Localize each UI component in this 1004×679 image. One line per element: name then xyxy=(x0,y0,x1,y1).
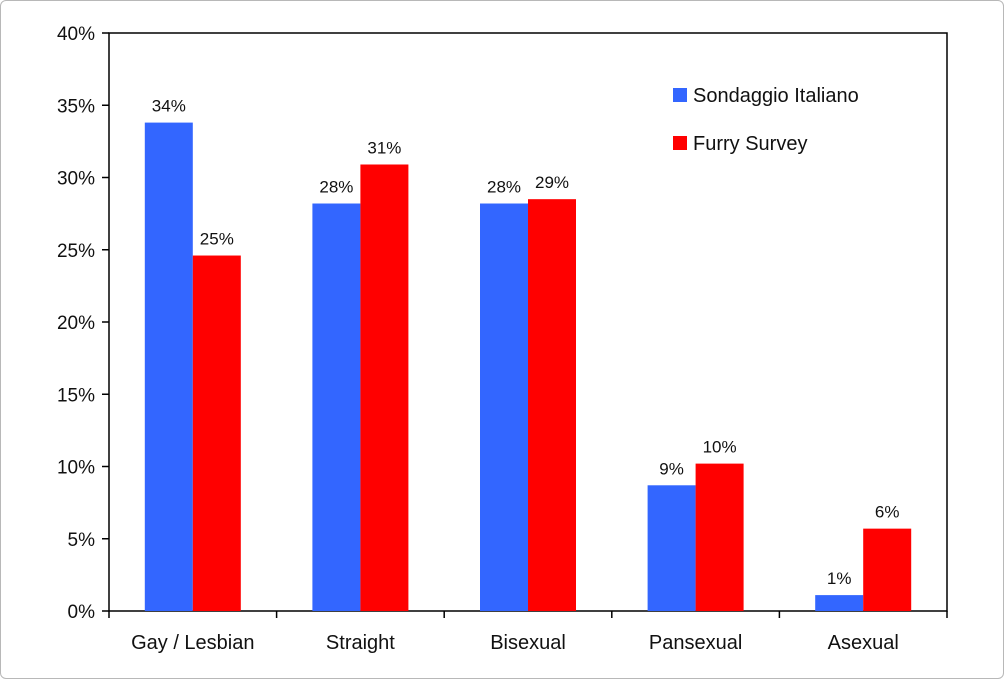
y-tick-label: 35% xyxy=(57,96,95,117)
data-label: 34% xyxy=(152,97,186,116)
x-axis: Gay / Lesbian Straight Bisexual Pansexual As… xyxy=(108,611,948,654)
y-tick-label: 5% xyxy=(68,530,96,551)
bar-furry-0 xyxy=(192,255,241,611)
x-category-label: Asexual xyxy=(828,632,899,654)
data-label: 29% xyxy=(535,173,569,192)
data-label: 25% xyxy=(200,230,234,249)
legend-label: Sondaggio Italiano xyxy=(693,85,859,107)
data-label: 10% xyxy=(703,438,737,457)
bar-furry-2 xyxy=(528,199,576,612)
bar-sondaggio-2 xyxy=(480,203,528,611)
data-label: 28% xyxy=(487,178,521,197)
legend-swatch-furry xyxy=(673,136,687,150)
bar-sondaggio-3 xyxy=(647,485,696,611)
data-label: 1% xyxy=(827,569,852,588)
y-tick-label: 25% xyxy=(57,241,95,262)
y-tick-label: 30% xyxy=(57,169,95,190)
bars xyxy=(144,122,912,612)
x-category-label: Pansexual xyxy=(649,632,742,654)
x-category-label: Gay / Lesbian xyxy=(131,632,254,654)
data-label: 28% xyxy=(319,178,353,197)
y-tick-label: 0% xyxy=(68,602,96,623)
y-tick-label: 10% xyxy=(57,458,95,479)
bar-sondaggio-4 xyxy=(815,595,864,611)
data-labels: 34% 25% 28% 31% 28% 29% 9% 10% 1% 6% xyxy=(152,97,900,589)
x-category-label: Straight xyxy=(326,632,395,654)
y-tick-label: 20% xyxy=(57,313,95,334)
bar-sondaggio-1 xyxy=(312,203,361,611)
legend: Sondaggio Italiano Furry Survey xyxy=(673,85,859,155)
legend-label: Furry Survey xyxy=(693,133,807,155)
bar-furry-1 xyxy=(360,164,409,611)
x-category-label: Bisexual xyxy=(490,632,566,654)
bar-furry-3 xyxy=(695,463,744,611)
y-axis: 0% 5% 10% 15% 20% 25% 30% 35% 40% xyxy=(57,24,109,623)
data-label: 31% xyxy=(367,138,401,157)
data-label: 6% xyxy=(875,503,900,522)
bar-sondaggio-0 xyxy=(144,122,193,611)
bar-furry-4 xyxy=(863,528,912,611)
y-tick-label: 15% xyxy=(57,385,95,406)
legend-swatch-sondaggio xyxy=(673,88,687,102)
data-label: 9% xyxy=(659,459,684,478)
y-tick-label: 40% xyxy=(57,24,95,45)
